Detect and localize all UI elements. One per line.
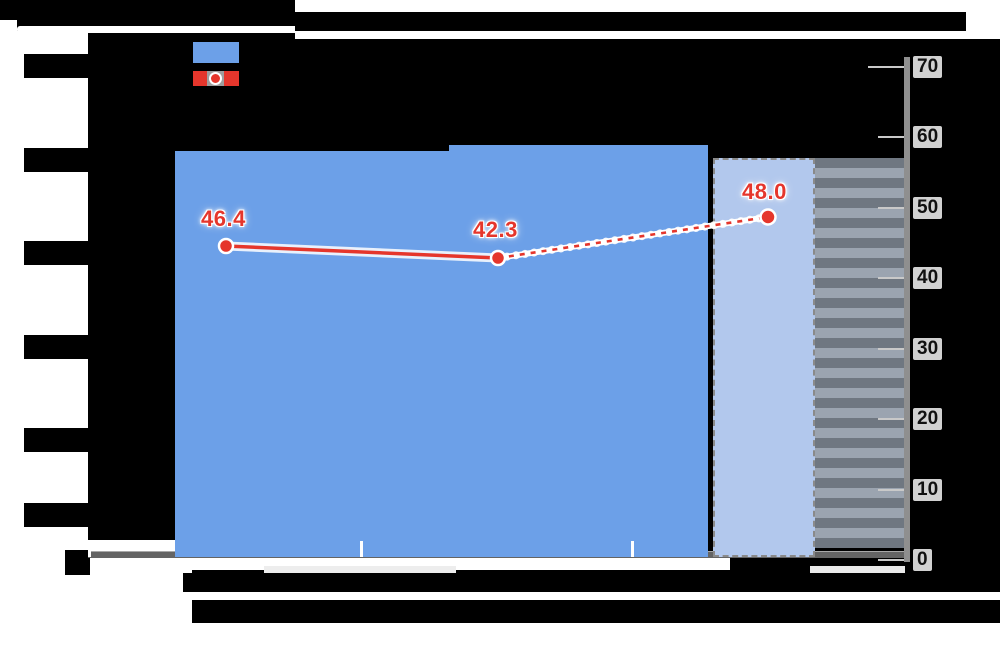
y-tick-0	[878, 559, 904, 561]
data-point-1[interactable]	[217, 237, 235, 255]
title-redaction-bar	[295, 12, 966, 31]
y-tick-label-0: 0	[913, 549, 932, 571]
x-tick-1	[88, 541, 91, 557]
data-point-2[interactable]	[489, 249, 507, 267]
bottom-margin-strip	[0, 623, 1000, 656]
data-label-2: 42.3	[473, 217, 518, 242]
title-halo-left	[0, 20, 17, 33]
title-text-halo	[17, 26, 300, 33]
caption-redaction	[192, 600, 905, 623]
left-axis-label-redaction-6	[24, 503, 88, 527]
y-axis-line	[904, 57, 910, 562]
bar-category-2[interactable]	[449, 145, 708, 557]
y-tick-label-30: 30	[913, 337, 943, 360]
y-tick-30	[878, 347, 904, 350]
y-tick-20	[878, 418, 904, 420]
under-axis-shadow	[88, 558, 730, 570]
axis-corner-label-redaction	[65, 550, 90, 575]
data-label-3: 48.0	[742, 179, 787, 204]
y-tick-label-60: 60	[913, 126, 943, 148]
hatched-overlay-region	[815, 158, 905, 548]
legend-line-marker-dot-icon	[209, 72, 222, 85]
left-axis-label-redaction-5	[24, 428, 88, 452]
x-tick-2	[360, 541, 363, 557]
x-axis-labels-redaction	[183, 573, 905, 592]
left-axis-label-redaction-3	[24, 241, 88, 265]
y-tick-label-50: 50	[913, 196, 943, 219]
y-tick-label-40: 40	[913, 267, 943, 289]
y-tick-label-70: 70	[913, 55, 943, 78]
left-axis-label-redaction-4	[24, 335, 88, 359]
y-tick-label-20: 20	[913, 408, 943, 430]
bar-category-1[interactable]	[175, 151, 449, 557]
legend-bar-swatch[interactable]	[193, 42, 239, 63]
data-label-1: 46.4	[201, 206, 246, 231]
x-tick-3	[631, 541, 634, 557]
caption-gap-strip	[0, 592, 1000, 600]
under-axis-shadow-gray-1	[264, 566, 456, 574]
data-point-3[interactable]	[759, 208, 777, 226]
y-tick-label-10: 10	[913, 478, 943, 501]
y-tick-50	[878, 206, 904, 209]
left-axis-label-redaction-1	[24, 54, 88, 78]
y-tick-10	[878, 488, 904, 491]
y-tick-40	[878, 277, 904, 279]
left-axis-label-background	[0, 31, 88, 568]
under-axis-shadow-gray-2	[810, 566, 905, 575]
y-tick-60	[878, 136, 904, 138]
y-tick-70	[868, 65, 904, 68]
left-axis-label-redaction-2	[24, 148, 88, 172]
